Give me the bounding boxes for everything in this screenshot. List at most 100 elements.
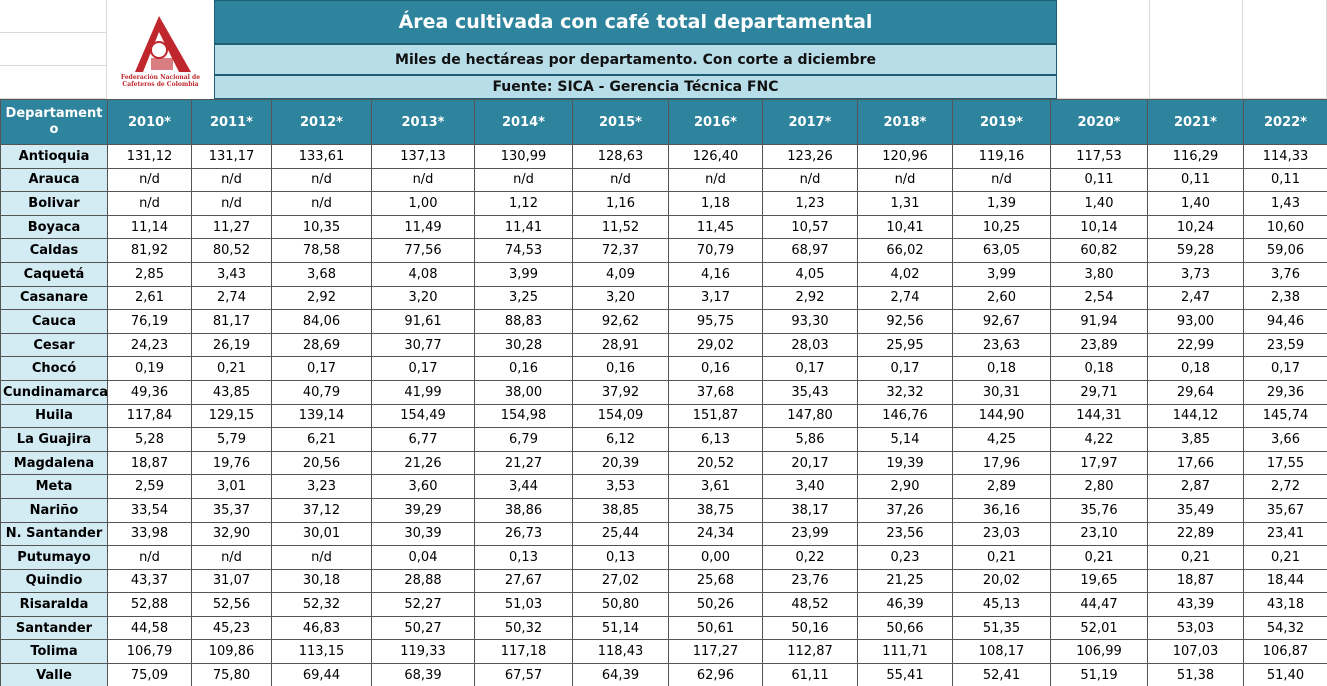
cell: 22,89 bbox=[1147, 521, 1244, 547]
cell: 0,19 bbox=[107, 356, 192, 381]
cell: 3,80 bbox=[1050, 261, 1148, 287]
cell: 1,16 bbox=[572, 191, 669, 216]
cell: 11,27 bbox=[191, 214, 272, 240]
row-header: Caldas bbox=[0, 238, 108, 263]
cell: 45,23 bbox=[191, 615, 272, 641]
cell: 151,87 bbox=[668, 403, 763, 429]
cell: 23,56 bbox=[857, 521, 953, 547]
cell: 88,83 bbox=[474, 309, 573, 334]
cell: 4,25 bbox=[952, 427, 1051, 452]
cell: 3,01 bbox=[191, 474, 272, 499]
cell: 17,97 bbox=[1050, 450, 1148, 476]
cell: 51,38 bbox=[1147, 663, 1244, 686]
cell: 20,56 bbox=[271, 450, 372, 476]
cell: 3,60 bbox=[371, 474, 475, 499]
cell: 2,90 bbox=[857, 474, 953, 499]
cell: 2,54 bbox=[1050, 285, 1148, 311]
cell: 50,16 bbox=[762, 615, 858, 641]
cell: 2,74 bbox=[857, 285, 953, 311]
cell: 45,13 bbox=[952, 592, 1051, 617]
cell: 17,55 bbox=[1243, 450, 1327, 476]
cell: 53,03 bbox=[1147, 615, 1244, 641]
cell bbox=[0, 66, 107, 99]
cell: 2,72 bbox=[1243, 474, 1327, 499]
cell: 19,76 bbox=[191, 450, 272, 476]
cell: 17,66 bbox=[1147, 450, 1244, 476]
row: Risaralda 52,88 52,56 52,32 52,27 51,03 50,80 5… bbox=[0, 592, 1327, 617]
cell: 10,25 bbox=[952, 214, 1051, 240]
cell: 3,40 bbox=[762, 474, 858, 499]
row-header: Putumayo bbox=[0, 545, 108, 570]
cell: 1,40 bbox=[1050, 191, 1148, 216]
row: Quindio 43,37 31,07 30,18 28,88 27,67 27,02 25,… bbox=[0, 568, 1327, 594]
cell: 1,00 bbox=[371, 191, 475, 216]
row-header: Cesar bbox=[0, 332, 108, 358]
column-header: 2017* bbox=[762, 99, 858, 145]
cell: 76,19 bbox=[107, 309, 192, 334]
cell: 38,17 bbox=[762, 497, 858, 523]
cell: 0,17 bbox=[762, 356, 858, 381]
cell: 145,74 bbox=[1243, 403, 1327, 429]
cell: 68,97 bbox=[762, 238, 858, 263]
cell: 20,02 bbox=[952, 568, 1051, 594]
cell: 74,53 bbox=[474, 238, 573, 263]
cell: 40,79 bbox=[271, 379, 372, 405]
cell: 106,99 bbox=[1050, 639, 1148, 665]
cell: 4,09 bbox=[572, 261, 669, 287]
cell: 81,92 bbox=[107, 238, 192, 263]
cell: 111,71 bbox=[857, 639, 953, 665]
cell: 59,06 bbox=[1243, 238, 1327, 263]
cell: 51,03 bbox=[474, 592, 573, 617]
row-header: Tolima bbox=[0, 639, 108, 665]
row-header: Quindio bbox=[0, 568, 108, 594]
cell: 28,91 bbox=[572, 332, 669, 358]
cell: 49,36 bbox=[107, 379, 192, 405]
cell: 92,62 bbox=[572, 309, 669, 334]
cell: 43,37 bbox=[107, 568, 192, 594]
row-header: Risaralda bbox=[0, 592, 108, 617]
row: Cesar 24,23 26,19 28,69 30,77 30,28 28,91 29,02… bbox=[0, 332, 1327, 358]
cell: 61,11 bbox=[762, 663, 858, 686]
cell: 93,00 bbox=[1147, 309, 1244, 334]
cell: 3,17 bbox=[668, 285, 763, 311]
cell: 30,39 bbox=[371, 521, 475, 547]
cell: 50,66 bbox=[857, 615, 953, 641]
cell: 1,12 bbox=[474, 191, 573, 216]
logo-icon bbox=[135, 16, 191, 72]
cell: 112,87 bbox=[762, 639, 858, 665]
cell: 81,17 bbox=[191, 309, 272, 334]
cell: 0,21 bbox=[1147, 545, 1244, 570]
cell: n/d bbox=[371, 167, 475, 193]
row-header: N. Santander bbox=[0, 521, 108, 547]
row: Nariño 33,54 35,37 37,12 39,29 38,86 38,85 38,7… bbox=[0, 497, 1327, 523]
cell: 31,07 bbox=[191, 568, 272, 594]
cell: 4,08 bbox=[371, 261, 475, 287]
cell: 52,27 bbox=[371, 592, 475, 617]
cell: 0,21 bbox=[1050, 545, 1148, 570]
row-header: Meta bbox=[0, 474, 108, 499]
cell: 117,84 bbox=[107, 403, 192, 429]
cell: 21,25 bbox=[857, 568, 953, 594]
cell: n/d bbox=[191, 167, 272, 193]
cell: 52,41 bbox=[952, 663, 1051, 686]
cell: 1,23 bbox=[762, 191, 858, 216]
cell: 1,39 bbox=[952, 191, 1051, 216]
cell: 117,53 bbox=[1050, 144, 1148, 169]
column-header: 2016* bbox=[668, 99, 763, 145]
cell: 0,21 bbox=[952, 545, 1051, 570]
cell: 131,17 bbox=[191, 144, 272, 169]
cell: 75,80 bbox=[191, 663, 272, 686]
row: Meta 2,59 3,01 3,23 3,60 3,44 3,53 3,61 3,40 2,90… bbox=[0, 474, 1327, 499]
cell: 154,49 bbox=[371, 403, 475, 429]
cell: n/d bbox=[107, 545, 192, 570]
cell: 3,20 bbox=[371, 285, 475, 311]
cell: 130,99 bbox=[474, 144, 573, 169]
cell: 22,99 bbox=[1147, 332, 1244, 358]
cell: 133,61 bbox=[271, 144, 372, 169]
cell: 1,31 bbox=[857, 191, 953, 216]
cell: 118,43 bbox=[572, 639, 669, 665]
cell: 0,11 bbox=[1050, 167, 1148, 193]
cell: 0,21 bbox=[1243, 545, 1327, 570]
cell: 11,52 bbox=[572, 214, 669, 240]
